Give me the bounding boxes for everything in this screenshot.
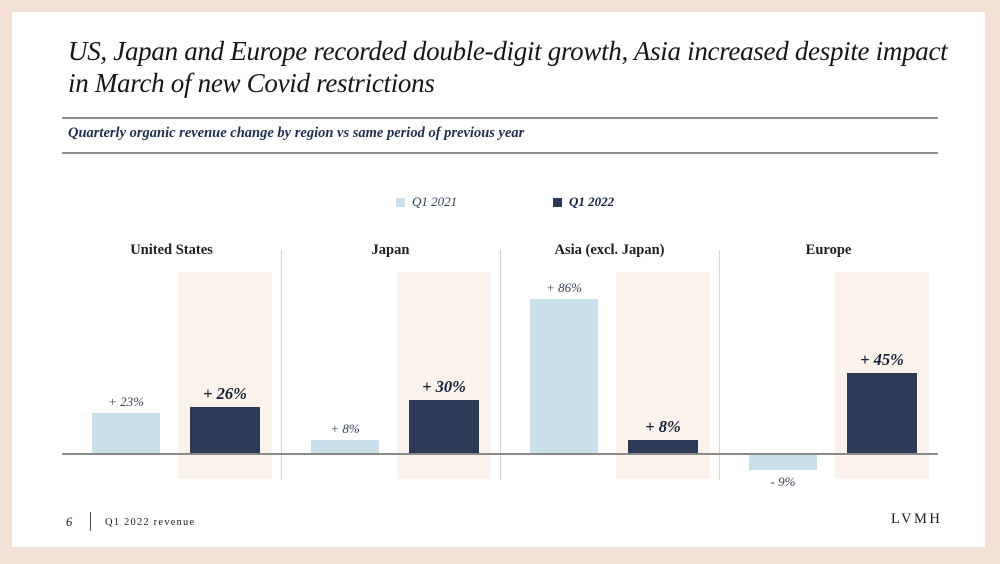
legend-swatch-q1-2022-icon <box>553 197 562 207</box>
bar-q1-2021 <box>530 299 598 454</box>
region-section-japan: Japan + 8% + 30% <box>281 238 501 488</box>
bar-q1-2022 <box>409 400 479 454</box>
region-section-united-states: United States + 23% + 26% <box>62 238 282 488</box>
legend-item-q1-2021: Q1 2021 <box>396 194 457 210</box>
region-section-asia: Asia (excl. Japan) + 86% + 8% <box>500 238 720 488</box>
bar-value-label: + 30% <box>422 377 466 396</box>
bar-q1-2022 <box>190 407 260 454</box>
zero-axis-line <box>62 453 938 455</box>
region-section-europe: Europe - 9% + 45% <box>719 238 938 490</box>
bar-value-label: - 9% <box>770 474 796 490</box>
section-divider <box>499 250 501 480</box>
region-title: Asia (excl. Japan) <box>554 242 665 258</box>
bar-q1-2021 <box>92 412 160 454</box>
bar-value-label: + 8% <box>645 416 681 436</box>
bar-value-label: + 23% <box>108 393 144 409</box>
legend-item-q1-2022: Q1 2022 <box>553 194 614 210</box>
section-divider <box>718 250 720 480</box>
bar-q1-2022 <box>628 439 698 454</box>
top-rule <box>62 117 938 119</box>
bar-q1-2021 <box>311 439 379 454</box>
legend-label-q1-2022: Q1 2022 <box>569 194 615 209</box>
slide-canvas: US, Japan and Europe recorded double-dig… <box>12 12 985 547</box>
page-number: 6 <box>66 515 73 529</box>
footer-divider <box>90 512 91 531</box>
bar-value-label: + 86% <box>546 280 582 296</box>
bar-q1-2021 <box>749 454 817 471</box>
bottom-rule <box>62 152 938 154</box>
bar-value-label: + 26% <box>203 384 247 404</box>
bar-value-label: + 8% <box>330 420 360 436</box>
legend-swatch-q1-2021-icon <box>396 197 405 207</box>
region-title: United States <box>130 242 213 258</box>
chart-subtitle: Quarterly organic revenue change by regi… <box>68 125 525 141</box>
legend-label-q1-2021: Q1 2021 <box>412 194 458 209</box>
lvmh-logo: LVMH <box>891 511 943 527</box>
region-title: Japan <box>371 242 410 258</box>
region-title: Europe <box>805 242 852 258</box>
section-divider <box>280 250 282 480</box>
bar-q1-2022 <box>847 373 917 454</box>
bar-value-label: + 45% <box>860 350 904 369</box>
footer-label: Q1 2022 revenue <box>105 517 196 528</box>
bar-chart: United States + 23% + 26% Japan + 8% + 3… <box>62 238 938 490</box>
slide-title: US, Japan and Europe recorded double-dig… <box>68 36 948 98</box>
